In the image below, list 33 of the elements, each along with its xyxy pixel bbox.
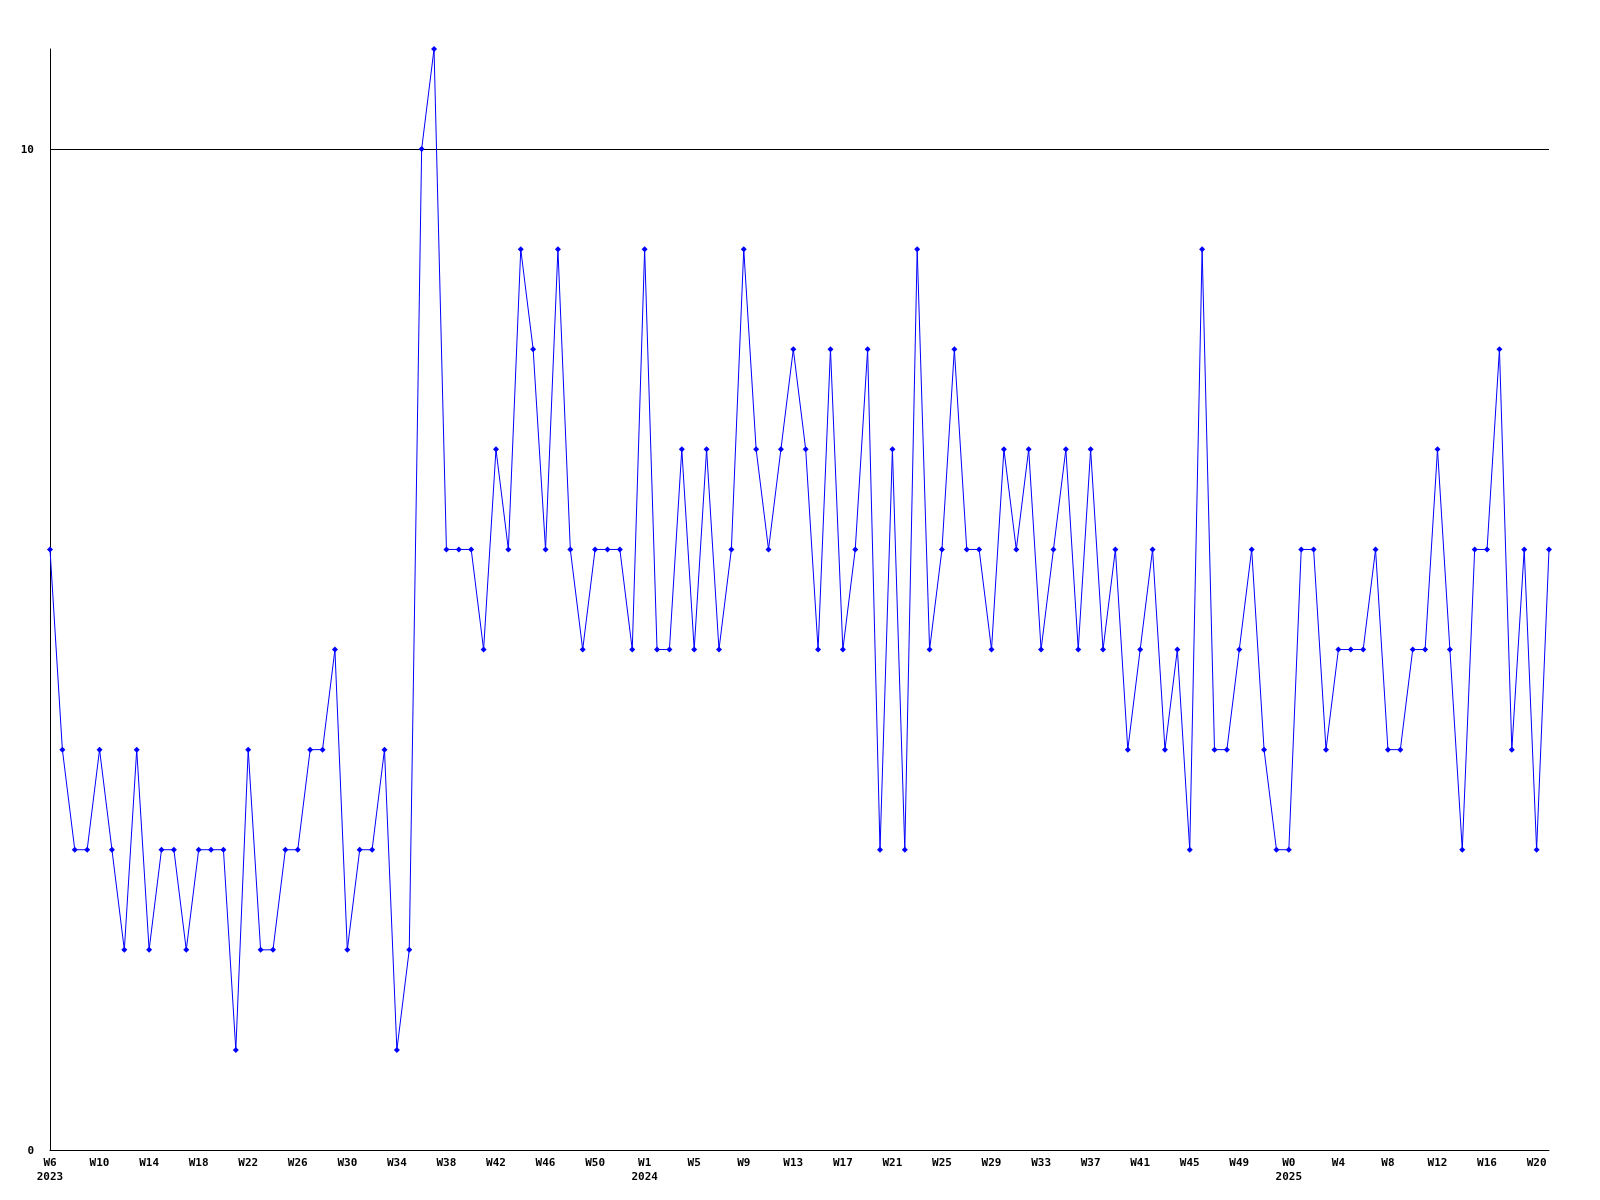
y-tick-label: 10: [20, 142, 34, 156]
x-tick-label: W34: [386, 1155, 408, 1169]
x-tick-label: W22: [238, 1155, 259, 1169]
x-tick-label: W46: [535, 1155, 556, 1169]
x-tick-label: W50: [585, 1155, 606, 1169]
x-tick-label: W41: [1130, 1155, 1151, 1169]
x-tick-label: W17: [832, 1155, 853, 1169]
x-tick-label: W1 2024: [631, 1155, 659, 1183]
y-tick-label: 0: [27, 1143, 34, 1157]
x-tick-label: W10: [89, 1155, 110, 1169]
x-tick-label: W12: [1427, 1155, 1448, 1169]
x-tick-label: W6 2023: [36, 1155, 64, 1183]
x-tick-label: W26: [287, 1155, 309, 1169]
x-tick-label: W38: [436, 1155, 457, 1169]
x-tick-label: W16: [1477, 1155, 1498, 1169]
x-tick-label: W49: [1229, 1155, 1250, 1169]
x-tick-label: W21: [882, 1155, 903, 1169]
x-tick-label: W5: [687, 1155, 701, 1169]
x-tick-label: W13: [783, 1155, 804, 1169]
x-tick-label: W9: [737, 1155, 751, 1169]
x-tick-label: W45: [1179, 1155, 1200, 1169]
x-tick-label: W0 2025: [1275, 1155, 1303, 1183]
x-tick-label: W42: [486, 1155, 506, 1169]
x-tick-label: W37: [1080, 1155, 1101, 1169]
x-tick-label: W29: [981, 1155, 1002, 1169]
x-tick-label: W4: [1331, 1155, 1346, 1169]
x-tick-label: W14: [139, 1155, 160, 1169]
x-tick-label: W20: [1526, 1155, 1547, 1169]
x-tick-label: W33: [1031, 1155, 1052, 1169]
x-tick-label: W30: [337, 1155, 358, 1169]
x-tick-label: W25: [932, 1155, 952, 1169]
x-tick-label: W8: [1381, 1155, 1395, 1169]
x-tick-label: W18: [188, 1155, 209, 1169]
